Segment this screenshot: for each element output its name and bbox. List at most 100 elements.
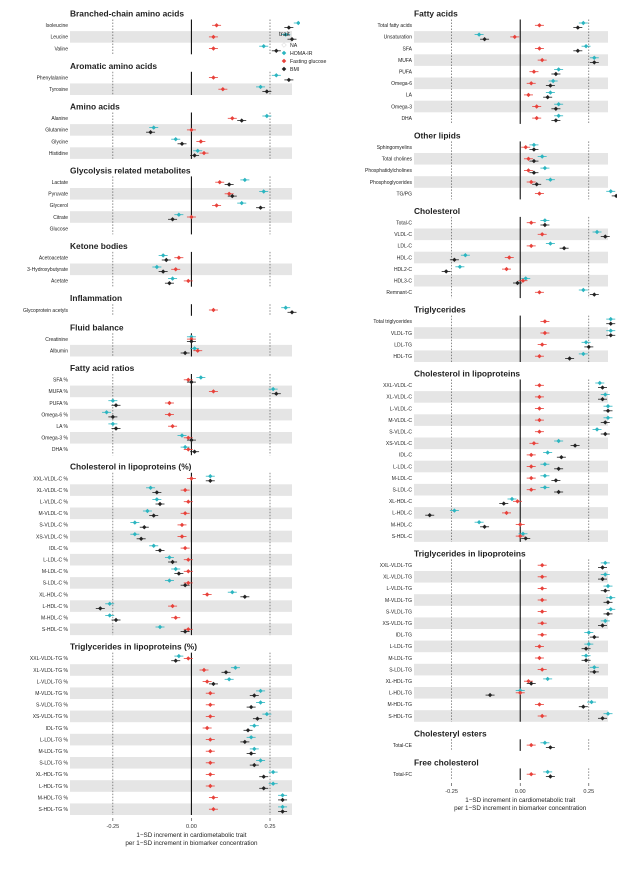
row-label-idl-tg: IDL-TG (396, 633, 413, 639)
point-bmi-l-hdl-tg-pct (261, 786, 266, 791)
row-label-sfa: SFA (403, 46, 413, 52)
row-label-m-hdl-tg: M-HDL-TG (388, 702, 413, 708)
point-bmi-la (545, 95, 550, 100)
point-homa-ir-vldl-tg (608, 328, 613, 333)
point-homa-ir-ldl-c (548, 241, 553, 246)
point-bmi-s-ldl-tg-pct (252, 762, 257, 768)
point-bmi-xs-vldl-c (572, 443, 578, 448)
point-homa-ir-idl-c-pct (151, 543, 156, 548)
point-homa-ir-remnant-c (581, 287, 586, 293)
point-fasting-glucose-pufa (531, 69, 537, 74)
x-tick-label: -0.25 (106, 824, 119, 830)
point-bmi-alanine (239, 118, 244, 123)
point-fasting-glucose-hdl2-c (504, 266, 509, 272)
point-fasting-glucose-l-vldl-tg-pct (204, 679, 210, 684)
row-label-omega-3-pct: Omega-3 % (41, 436, 68, 442)
row-band (414, 228, 608, 241)
group-title-ketone-bodies: Ketone bodies (70, 241, 128, 251)
point-homa-ir-pyruvate (261, 189, 266, 194)
row-band (414, 153, 608, 165)
point-fasting-glucose-idl-tg-pct (204, 725, 210, 731)
point-homa-ir-l-vldl-c (605, 404, 611, 409)
row-label-s-vldl-tg: S-VLDL-TG (386, 609, 412, 615)
point-homa-ir-xl-vldl-c-pct (148, 485, 153, 490)
point-fasting-glucose-s-vldl-c (537, 429, 542, 434)
point-homa-ir-m-ldl-tg (583, 653, 589, 658)
group-title-cholesterol-in-lipoproteins: Cholesterol in lipoproteins (414, 369, 520, 379)
row-band (414, 176, 608, 188)
point-bmi-glycine (179, 141, 185, 146)
row-band (70, 803, 292, 815)
point-homa-ir-omega-6-pct (104, 410, 109, 415)
point-bmi-l-vldl-c (605, 408, 611, 413)
point-bmi-s-vldl-tg (605, 611, 611, 617)
point-homa-ir-phosphoglycerides (548, 177, 553, 182)
row-label-albumin: Albumin (50, 349, 68, 355)
point-fasting-glucose-s-ldl-c-pct (186, 580, 191, 586)
row-band (70, 147, 292, 159)
row-label-hdl3-c: HDL3-C (394, 279, 412, 285)
row-band (414, 391, 608, 403)
point-fasting-glucose-glycerol (214, 203, 219, 208)
row-label-dha-pct: DHA % (52, 447, 69, 453)
point-fasting-glucose-m-vldl-c-pct (182, 511, 188, 516)
point-bmi-dha (553, 118, 559, 123)
row-band (70, 757, 292, 769)
point-homa-ir-s-ldl-tg-pct (258, 758, 263, 763)
point-bmi-lactate (226, 182, 232, 187)
point-bmi-m-hdl-tg (581, 704, 586, 709)
group-title-fluid-balance: Fluid balance (70, 322, 124, 332)
point-bmi-l-ldl-tg (583, 646, 589, 651)
row-label-omega-3: Omega-3 (391, 104, 412, 110)
point-homa-ir-m-hdl-tg-pct (280, 793, 285, 798)
row-label-idl-tg-pct: IDL-TG % (46, 726, 69, 732)
point-bmi-total-triglycerides (608, 321, 613, 326)
row-band (414, 274, 608, 287)
point-homa-ir-creatinine (189, 334, 194, 339)
point-fasting-glucose-xl-hdl-tg-pct (208, 772, 213, 777)
point-homa-ir-glycine (173, 137, 178, 142)
point-bmi-albumin (182, 350, 188, 356)
point-bmi-glutamine (148, 130, 153, 135)
row-band (70, 432, 292, 444)
point-fasting-glucose-l-vldl-c (537, 406, 542, 411)
point-fasting-glucose-xxl-vldl-tg (539, 563, 545, 568)
point-bmi-l-ldl-c-pct (170, 559, 175, 565)
group-title-fatty-acid-ratios: Fatty acid ratios (70, 363, 135, 373)
row-label-glycoprotein-acetyls: Glycoprotein acetyls (23, 308, 69, 314)
point-homa-ir-idl-tg-pct (252, 723, 257, 728)
row-label-lactate: Lactate (52, 180, 69, 186)
point-homa-ir-s-hdl-tg-pct (280, 804, 285, 810)
row-label-glycerol: Glycerol (50, 203, 68, 209)
point-homa-ir-l-hdl-c (452, 508, 457, 513)
row-band (414, 571, 608, 583)
point-fasting-glucose-total-fc (529, 772, 534, 777)
point-fasting-glucose-3-hydroxybutyrate (173, 267, 178, 272)
point-homa-ir-glutamine (151, 125, 156, 130)
point-fasting-glucose-xs-vldl-tg-pct (208, 714, 213, 719)
point-fasting-glucose-ldl-c (529, 243, 534, 249)
point-homa-ir-l-vldl-tg (605, 583, 611, 589)
row-label-l-ldl-tg: L-LDL-TG (390, 644, 412, 650)
point-fasting-glucose-s-hdl-tg-pct (211, 807, 216, 812)
point-homa-ir-s-vldl-c-pct (132, 520, 138, 525)
point-bmi-xxl-vldl-tg-pct (173, 658, 178, 663)
point-bmi-xl-vldl-c (600, 397, 605, 402)
x-axis-label: 1−SD increment in cardiometabolic trait (465, 797, 575, 804)
row-label-l-vldl-tg: L-VLDL-TG (386, 586, 412, 592)
point-fasting-glucose-dha (534, 115, 539, 121)
point-homa-ir-xs-vldl-c-pct (132, 532, 138, 537)
point-bmi-dha-pct (192, 449, 197, 454)
point-fasting-glucose-xl-vldl-tg-pct (201, 667, 207, 673)
group-title-other-lipids: Other lipids (414, 130, 461, 140)
point-fasting-glucose-xl-hdl-c-pct (204, 592, 210, 597)
point-fasting-glucose-hdl-c (507, 255, 512, 260)
point-homa-ir-idl-c (545, 450, 550, 455)
row-label-m-vldl-tg-pct: M-VLDL-TG % (35, 691, 68, 697)
row-label-l-hdl-c-pct: L-HDL-C % (42, 604, 68, 610)
row-band (70, 263, 292, 276)
row-band (70, 623, 292, 636)
point-fasting-glucose-m-ldl-tg-pct (208, 749, 213, 754)
point-homa-ir-l-ldl-c-pct (167, 555, 172, 560)
point-homa-ir-xl-vldl-tg (603, 572, 608, 577)
